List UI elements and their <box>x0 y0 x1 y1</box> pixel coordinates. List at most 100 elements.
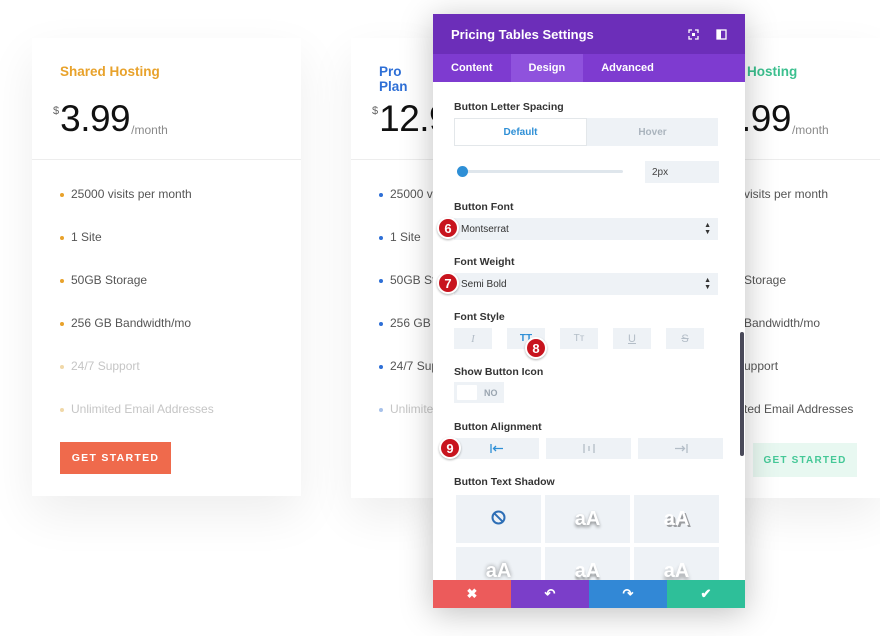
align-right-icon[interactable] <box>638 438 723 459</box>
modal-tabs: Content Design Advanced <box>433 54 745 82</box>
currency-symbol: $ <box>372 105 379 117</box>
feature-item: 24/7 Sup <box>379 359 442 402</box>
bullet-icon <box>379 279 383 283</box>
toggle-knob <box>457 385 477 400</box>
feature-item-excluded: Unlimited Email Addresses <box>60 402 214 445</box>
price: $ 3.99 /month <box>53 100 168 137</box>
font-weight-select[interactable]: Semi Bold ▲ ▼ <box>454 273 718 295</box>
italic-button[interactable]: I <box>454 328 492 349</box>
state-hover-tab[interactable]: Hover <box>638 126 667 138</box>
font-weight-label: Font Weight <box>454 256 515 268</box>
expand-icon[interactable] <box>687 28 699 40</box>
pricing-card-shared-hosting: Shared Hosting $ 3.99 /month 25000 visit… <box>32 38 301 496</box>
show-icon-toggle[interactable]: NO <box>454 382 504 403</box>
shadow-preset-option[interactable]: aA <box>456 547 541 580</box>
tab-advanced[interactable]: Advanced <box>601 62 654 74</box>
feature-item: Storage <box>744 273 787 287</box>
cancel-button[interactable]: ✖ <box>433 580 511 608</box>
feature-item: 25000 visits per month <box>60 187 214 230</box>
letter-spacing-slider-track[interactable] <box>462 170 623 173</box>
redo-icon: ↷ <box>622 586 634 601</box>
bullet-icon <box>379 408 383 412</box>
strikethrough-button[interactable]: S <box>666 328 704 349</box>
underline-button[interactable]: U <box>613 328 651 349</box>
currency-symbol: $ <box>53 105 60 117</box>
letter-spacing-label: Button Letter Spacing <box>454 101 564 113</box>
letter-spacing-input[interactable]: 2px <box>645 161 719 183</box>
split-view-icon[interactable] <box>715 28 727 40</box>
pricing-card-hosting: Hosting .99 /month visits per month Stor… <box>741 38 880 498</box>
feature-list: 25000 vi 1 Site 50GB Sto 256 GB B 24/7 S… <box>379 187 442 445</box>
feature-item-excluded: 24/7 Support <box>60 359 214 402</box>
plan-name: Hosting <box>747 64 798 79</box>
select-arrows-icon: ▲ ▼ <box>704 277 711 291</box>
plan-name: Pro Plan <box>379 64 408 94</box>
feature-list: 25000 visits per month 1 Site 50GB Stora… <box>60 187 214 445</box>
align-center-icon[interactable] <box>546 438 631 459</box>
no-shadow-icon <box>491 508 506 531</box>
state-default-tab[interactable]: Default <box>454 118 587 146</box>
plan-name: Shared Hosting <box>60 64 160 79</box>
get-started-button[interactable]: GET STARTED <box>753 443 857 477</box>
show-icon-label: Show Button Icon <box>454 366 544 378</box>
step-marker-6: 6 <box>437 217 459 239</box>
capitalize-button[interactable]: Tт <box>560 328 598 349</box>
shadow-preset-option[interactable]: aA <box>545 547 630 580</box>
feature-item: 50GB Storage <box>60 273 214 316</box>
letter-spacing-slider-handle[interactable] <box>457 166 468 177</box>
shadow-none-option[interactable] <box>456 495 541 543</box>
feature-item: 50GB Sto <box>379 273 442 316</box>
button-alignment-label: Button Alignment <box>454 421 542 433</box>
shadow-preset-option[interactable]: aA <box>545 495 630 543</box>
feature-item: 256 GB Bandwidth/mo <box>60 316 214 359</box>
bullet-icon <box>60 193 64 197</box>
bullet-icon <box>379 365 383 369</box>
pricing-card-header: Hosting .99 /month <box>741 38 880 160</box>
feature-item: ted Email Addresses <box>744 402 854 416</box>
feature-item: 25000 vi <box>379 187 442 230</box>
font-weight-value: Semi Bold <box>461 278 507 290</box>
state-toggle: Default Hover <box>454 118 718 146</box>
close-icon: ✖ <box>466 586 478 601</box>
shadow-preset-option[interactable]: aA <box>634 495 719 543</box>
check-icon: ✔ <box>700 586 712 601</box>
bullet-icon <box>60 365 64 369</box>
bullet-icon <box>60 279 64 283</box>
price-amount: .99 <box>741 98 791 139</box>
button-font-label: Button Font <box>454 201 514 213</box>
feature-item: 256 GB B <box>379 316 442 359</box>
bullet-icon <box>379 236 383 240</box>
modal-header: Pricing Tables Settings <box>433 14 745 54</box>
button-font-select[interactable]: Montserrat ▲ ▼ <box>454 218 718 240</box>
shadow-preset-option[interactable]: aA <box>634 547 719 580</box>
pricing-card-header: Shared Hosting $ 3.99 /month <box>32 38 301 160</box>
bullet-icon <box>379 322 383 326</box>
price-period: /month <box>791 123 829 137</box>
feature-item <box>744 230 853 273</box>
settings-modal: Pricing Tables Settings Content Design A… <box>433 14 745 608</box>
feature-item: Bandwidth/mo <box>744 316 821 330</box>
align-left-icon[interactable] <box>454 438 539 459</box>
price-amount: 3.99 <box>60 98 131 139</box>
bullet-icon <box>60 408 64 412</box>
save-button[interactable]: ✔ <box>667 580 745 608</box>
step-marker-7: 7 <box>437 272 459 294</box>
undo-button[interactable]: ↶ <box>511 580 589 608</box>
pricing-card-header: Pro Plan $ 12.9 <box>351 38 450 160</box>
redo-button[interactable]: ↷ <box>589 580 667 608</box>
modal-title: Pricing Tables Settings <box>451 26 594 42</box>
alignment-options <box>454 438 730 459</box>
feature-list: visits per month Storage Bandwidth/mo up… <box>744 187 853 445</box>
select-arrows-icon: ▲ ▼ <box>704 222 711 236</box>
tab-content[interactable]: Content <box>451 62 493 74</box>
step-marker-8: 8 <box>525 337 547 359</box>
tab-design[interactable]: Design <box>510 54 584 82</box>
modal-footer: ✖ ↶ ↷ ✔ <box>433 580 745 608</box>
bullet-icon <box>379 193 383 197</box>
text-shadow-label: Button Text Shadow <box>454 476 555 488</box>
price-period: /month <box>131 123 168 137</box>
modal-body: Button Letter Spacing Default Hover 2px … <box>433 82 745 580</box>
modal-scrollbar[interactable] <box>740 332 744 456</box>
feature-item: 1 Site <box>60 230 214 273</box>
get-started-button[interactable]: GET STARTED <box>60 442 171 474</box>
